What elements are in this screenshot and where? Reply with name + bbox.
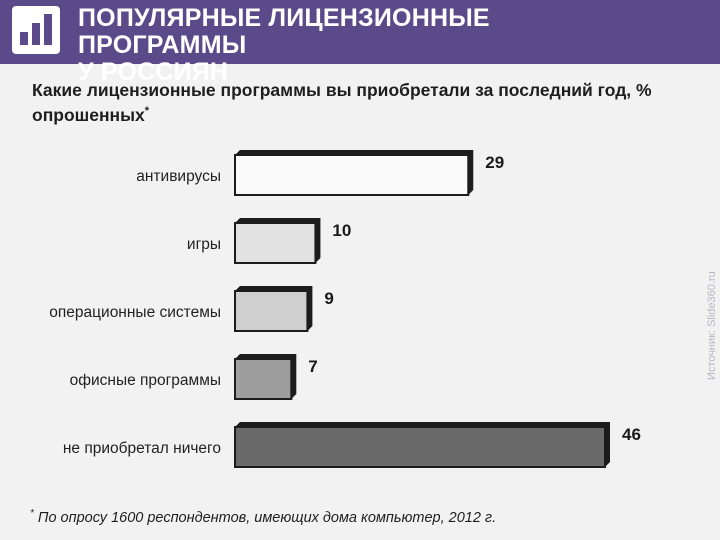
value-label: 7	[308, 357, 317, 376]
footnote: * По опросу 1600 респондентов, имеющих д…	[30, 508, 650, 526]
category-label: антивирусы	[136, 168, 221, 185]
bar	[234, 290, 309, 332]
value-label: 9	[324, 289, 333, 308]
footnote-mark: *	[30, 508, 34, 519]
category-label: игры	[187, 236, 221, 253]
value-label: 46	[622, 425, 641, 444]
bar-chart-icon	[12, 6, 60, 54]
category-label: не приобретал ничего	[63, 440, 221, 457]
header-banner: ПОПУЛЯРНЫЕ ЛИЦЕНЗИОННЫЕ ПРОГРАММЫ У РОСС…	[0, 0, 720, 86]
title-line-1: ПОПУЛЯРНЫЕ ЛИЦЕНЗИОННЫЕ ПРОГРАММЫ	[78, 4, 490, 59]
bar	[234, 358, 293, 400]
question-footnote-mark: *	[144, 105, 150, 118]
source-watermark: Источник: Slide360.ru	[706, 271, 718, 380]
category-label: офисные программы	[70, 372, 221, 389]
bar-row: не приобретал ничего 46	[63, 422, 641, 468]
footnote-text: По опросу 1600 респондентов, имеющих дом…	[33, 509, 497, 526]
value-label: 10	[332, 221, 351, 240]
category-label: операционные системы	[49, 304, 221, 321]
bar-row: операционные системы 9	[49, 286, 334, 332]
page-title: ПОПУЛЯРНЫЕ ЛИЦЕНЗИОННЫЕ ПРОГРАММЫ У РОСС…	[78, 5, 638, 86]
value-label: 29	[485, 153, 504, 172]
chart-question: Какие лицензионные программы вы приобрет…	[32, 78, 692, 128]
question-text: Какие лицензионные программы вы приобрет…	[32, 80, 652, 125]
title-line-2: У РОССИЯН	[78, 58, 229, 86]
bar-row: офисные программы 7	[70, 354, 318, 400]
bar	[234, 426, 606, 468]
bar	[234, 222, 317, 264]
bar	[234, 154, 470, 196]
bar-row: антивирусы 29	[136, 150, 504, 196]
bar-row: игры 10	[187, 218, 351, 264]
